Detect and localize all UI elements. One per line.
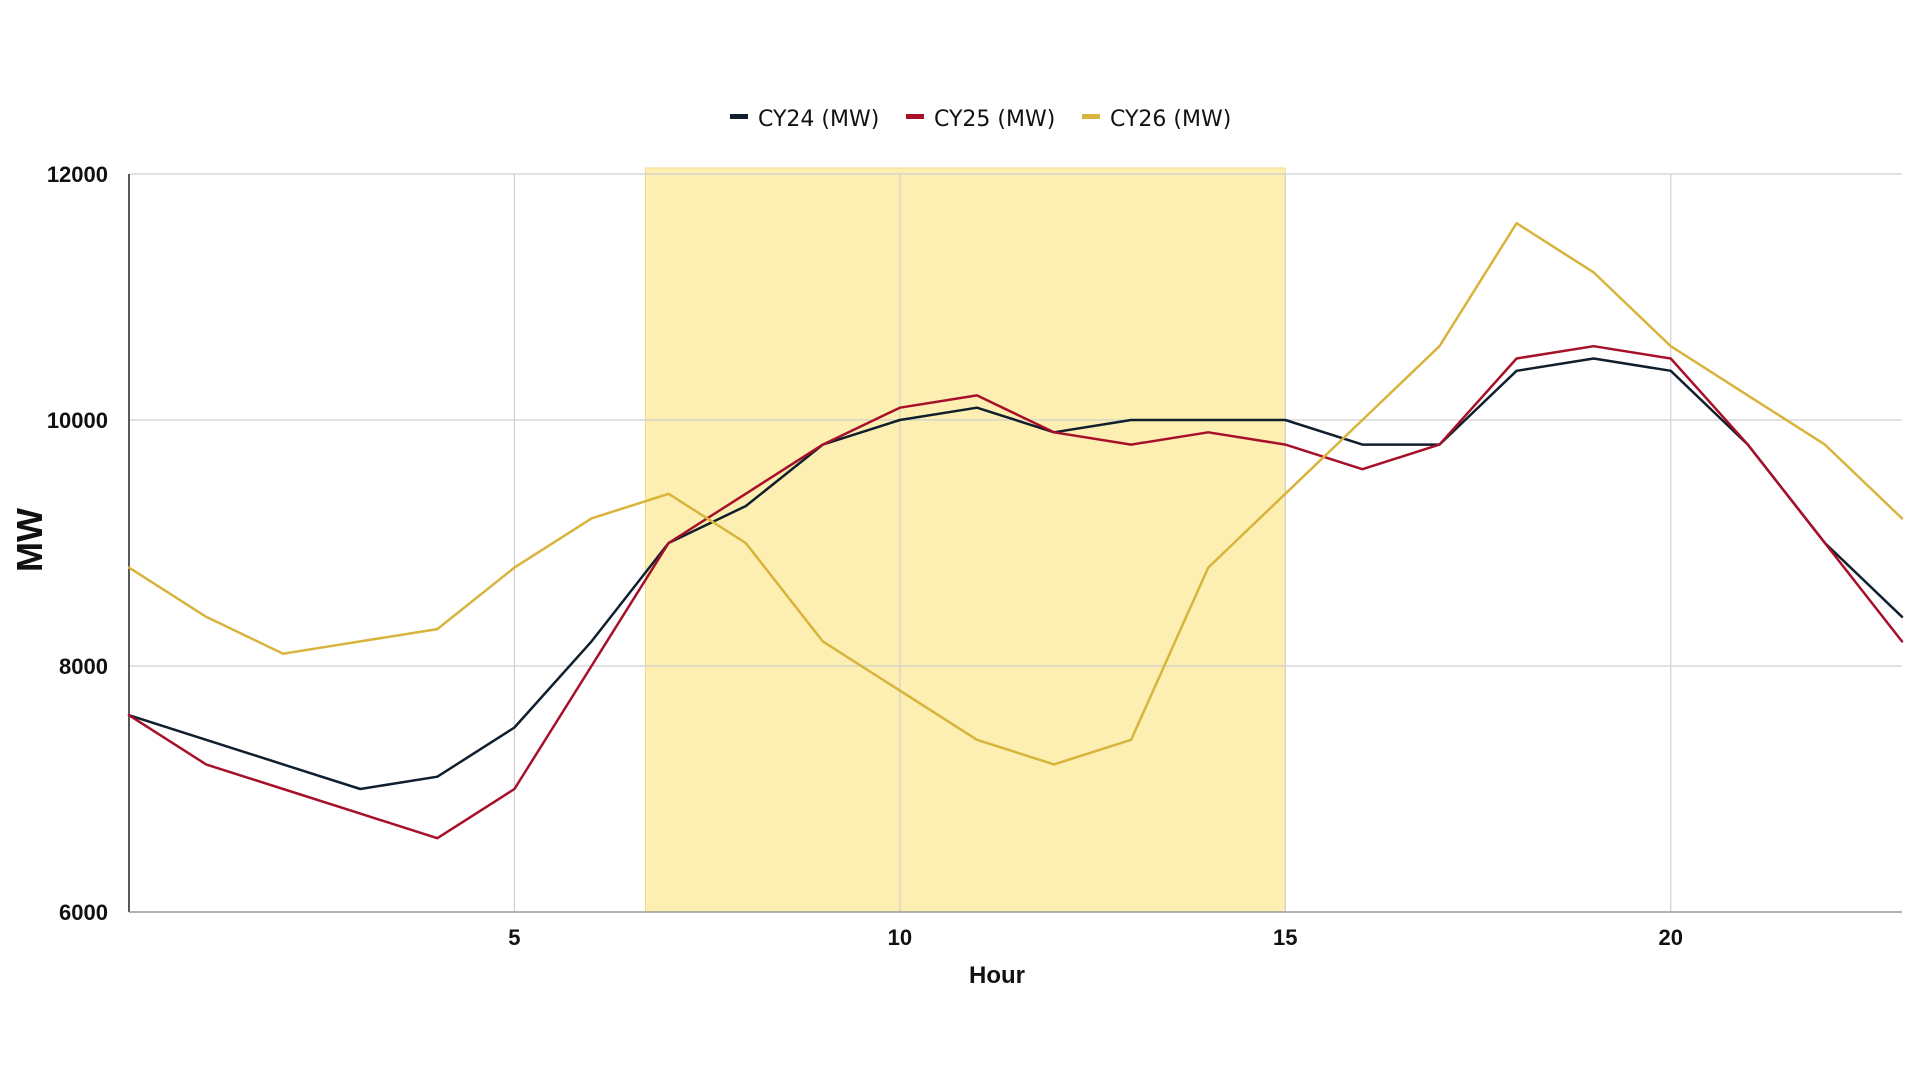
- tick-labels: 6000 8000 10000 12000 5 10 15 20: [47, 162, 1683, 950]
- series-line-1: [127, 357, 1904, 791]
- legend-label: CY26 (MW): [1110, 107, 1231, 132]
- series-line-2: [127, 344, 1904, 840]
- x-tick-label: 5: [508, 925, 520, 950]
- legend-swatch: [730, 114, 748, 119]
- grid-layer: [129, 173, 1902, 912]
- legend: CY24 (MW) CY25 (MW) CY26 (MW): [730, 107, 1231, 132]
- x-tick-label: 10: [888, 925, 912, 950]
- y-axis-title: MW: [9, 508, 50, 572]
- legend-swatch: [906, 114, 924, 119]
- y-tick-label: 10000: [47, 408, 108, 433]
- legend-label: CY25 (MW): [934, 107, 1055, 132]
- highlight-band-layer: [644, 167, 1286, 913]
- legend-label: CY24 (MW): [758, 107, 879, 132]
- series-line-3: [127, 221, 1904, 766]
- highlight-band: [644, 167, 1286, 913]
- x-axis-title: Hour: [969, 962, 1025, 989]
- y-tick-label: 6000: [59, 900, 108, 925]
- x-tick-label: 15: [1273, 925, 1297, 950]
- y-tick-label: 12000: [47, 162, 108, 187]
- series-layer: [127, 221, 1904, 840]
- y-tick-label: 8000: [59, 654, 108, 679]
- axis-layer: [128, 174, 1902, 913]
- legend-swatch: [1082, 114, 1100, 119]
- x-tick-label: 20: [1658, 925, 1682, 950]
